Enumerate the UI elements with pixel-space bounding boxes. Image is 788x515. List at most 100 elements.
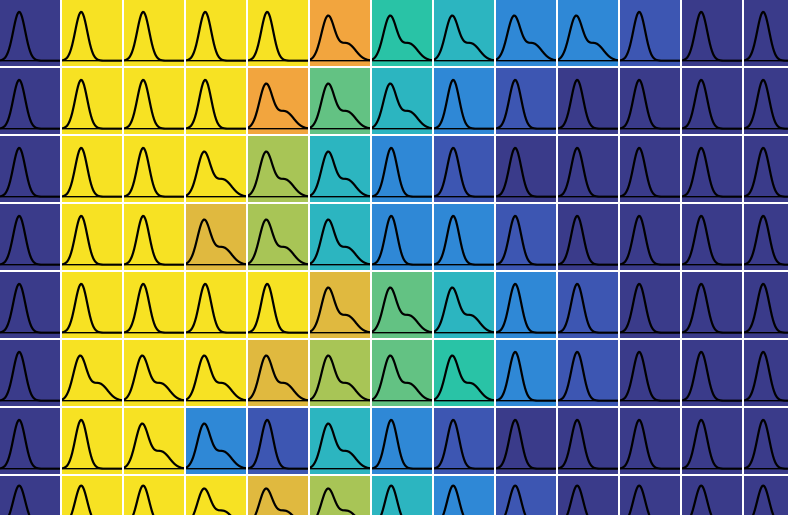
heatmap-cell [310,272,370,338]
heatmap-cell [682,0,742,66]
heatmap-cell [248,0,308,66]
heatmap-cell [0,204,60,270]
heatmap-cell [62,340,122,406]
heatmap-cell [186,68,246,134]
heatmap-cell [310,408,370,474]
heatmap-cell [682,408,742,474]
heatmap-cell [372,340,432,406]
heatmap-cell [124,340,184,406]
heatmap-cell [558,204,618,270]
heatmap-cell [744,408,788,474]
heatmap-cell [248,136,308,202]
heatmap-cell [0,136,60,202]
heatmap-cell [186,204,246,270]
heatmap-cell [248,68,308,134]
heatmap-cell [744,272,788,338]
heatmap-cell [620,408,680,474]
heatmap-cell [558,136,618,202]
heatmap-cell [744,0,788,66]
heatmap-cell [0,408,60,474]
heatmap-cell [496,408,556,474]
heatmap-cell [496,272,556,338]
heatmap-cell [496,136,556,202]
heatmap-cell [620,0,680,66]
heatmap-cell [434,272,494,338]
heatmap-cell [682,68,742,134]
heatmap-cell [62,0,122,66]
heatmap-cell [558,0,618,66]
heatmap-cell [744,136,788,202]
heatmap-cell [310,0,370,66]
heatmap-cell [310,476,370,515]
heatmap-cell [186,0,246,66]
heatmap-cell [558,340,618,406]
heatmap-cell [186,476,246,515]
heatmap-cell [248,204,308,270]
heatmap-cell [186,136,246,202]
heatmap-cell [186,340,246,406]
heatmap-cell [248,340,308,406]
heatmap-cell [124,68,184,134]
heatmap-cell [496,340,556,406]
heatmap-cell [310,340,370,406]
heatmap-cell [744,340,788,406]
heatmap-cell [620,476,680,515]
heatmap-cell [620,204,680,270]
heatmap-cell [434,476,494,515]
heatmap-cell [682,476,742,515]
heatmap-cell [496,476,556,515]
heatmap-cell [620,68,680,134]
heatmap-cell [372,476,432,515]
heatmap-cell [0,340,60,406]
heatmap-cell [310,204,370,270]
heatmap-cell [434,68,494,134]
heatmap-cell [496,68,556,134]
heatmap-cell [62,136,122,202]
heatmap-cell [0,272,60,338]
heatmap-cell [0,0,60,66]
heatmap-cell [496,0,556,66]
heatmap-cell [434,136,494,202]
heatmap-cell [372,272,432,338]
heatmap-cell [744,204,788,270]
heatmap-cell [744,68,788,134]
heatmap-cell [372,204,432,270]
heatmap-cell [62,204,122,270]
heatmap-cell [744,476,788,515]
heatmap-cell [186,272,246,338]
heatmap-cell [0,476,60,515]
heatmap-cell [558,68,618,134]
heatmap-cell [124,272,184,338]
heatmap-cell [558,272,618,338]
heatmap-cell [62,68,122,134]
heatmap-cell [682,204,742,270]
heatmap-cell [124,0,184,66]
heatmap-cell [558,408,618,474]
heatmap-cell [372,408,432,474]
heatmap-cell [372,136,432,202]
heatmap-cell [248,408,308,474]
heatmap-cell [620,272,680,338]
heatmap-cell [310,68,370,134]
heatmap-cell [434,340,494,406]
heatmap-cell [62,476,122,515]
heatmap-cell [124,408,184,474]
heatmap-cell [682,272,742,338]
heatmap-cell [372,68,432,134]
heatmap-cell [434,408,494,474]
heatmap-cell [682,136,742,202]
heatmap-cell [248,272,308,338]
heatmap-cell [372,0,432,66]
heatmap-cell [496,204,556,270]
heatmap-cell [124,136,184,202]
heatmap-cell [620,340,680,406]
heatmap-cell [186,408,246,474]
heatmap-cell [434,0,494,66]
heatmap-cell [62,272,122,338]
heatmap-grid [0,0,788,515]
heatmap-cell [248,476,308,515]
heatmap-cell [310,136,370,202]
heatmap-cell [62,408,122,474]
heatmap-cell [682,340,742,406]
heatmap-cell [620,136,680,202]
